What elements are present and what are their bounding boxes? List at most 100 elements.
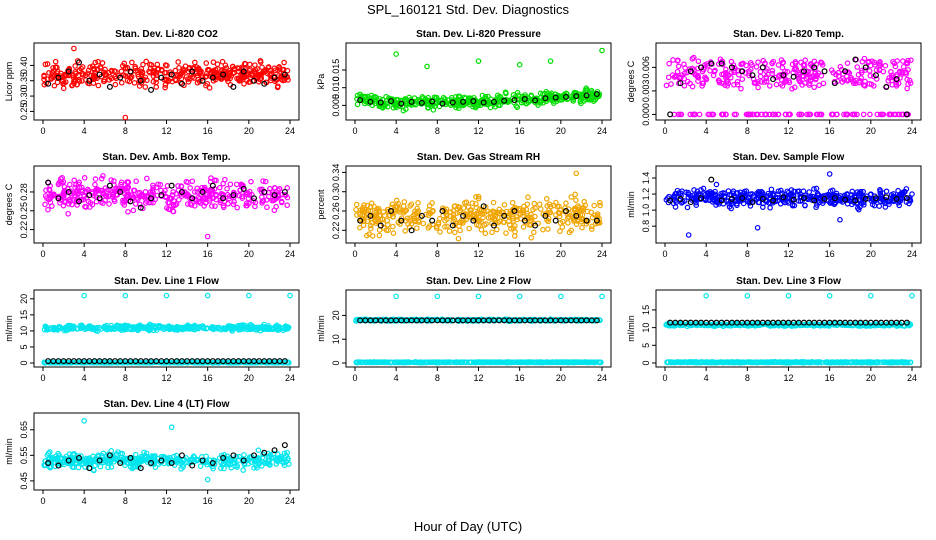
data-point — [175, 59, 181, 65]
data-point — [876, 203, 883, 209]
data-point — [831, 80, 838, 87]
data-point — [790, 73, 797, 80]
data-point — [272, 67, 279, 74]
y-tick-label: 0.22 — [19, 221, 29, 239]
data-point — [593, 317, 600, 324]
data-point — [158, 74, 165, 81]
data-point — [439, 208, 446, 215]
data-point — [480, 99, 487, 106]
data-point — [276, 186, 283, 192]
data-point — [482, 230, 489, 237]
data-point — [796, 70, 802, 76]
data-point — [501, 212, 508, 219]
data-point — [528, 214, 534, 221]
data-point — [217, 184, 223, 191]
data-point — [698, 64, 705, 71]
data-point — [450, 214, 457, 221]
data-point — [523, 206, 530, 213]
data-point — [591, 202, 598, 209]
data-point — [849, 188, 856, 195]
data-point — [699, 80, 706, 87]
data-point — [238, 326, 244, 333]
data-point — [854, 64, 861, 70]
data-point — [474, 210, 480, 217]
data-point — [224, 185, 230, 192]
x-tick-label: 12 — [783, 126, 793, 136]
data-point — [448, 98, 455, 105]
data-point — [734, 322, 741, 329]
data-point — [425, 105, 431, 111]
data-point — [376, 227, 383, 233]
data-point — [164, 62, 170, 69]
data-point — [42, 201, 48, 208]
data-point — [94, 186, 101, 192]
data-point — [473, 204, 480, 211]
data-point — [69, 82, 76, 88]
data-point — [694, 65, 701, 72]
data-point — [191, 323, 197, 330]
data-point — [800, 195, 807, 202]
data-point — [209, 203, 215, 209]
data-point — [219, 58, 226, 65]
data-point — [276, 64, 282, 71]
data-point — [51, 68, 57, 74]
y-tick-label: 15 — [19, 310, 29, 320]
data-point — [284, 194, 291, 201]
data-point — [577, 98, 584, 105]
x-tick-label: 24 — [285, 373, 295, 383]
data-point — [719, 61, 726, 68]
data-point — [897, 69, 903, 75]
data-point — [826, 292, 833, 299]
data-point — [723, 198, 730, 204]
data-point — [194, 185, 200, 192]
data-point — [89, 201, 96, 208]
data-point — [220, 192, 227, 199]
data-point — [562, 205, 568, 211]
data-point — [170, 325, 177, 332]
data-point — [842, 68, 849, 75]
data-point — [582, 359, 589, 365]
data-point — [285, 325, 291, 332]
data-point — [224, 76, 230, 82]
data-point — [136, 323, 143, 329]
data-point — [92, 59, 99, 66]
data-point — [364, 218, 371, 225]
data-point — [573, 212, 580, 219]
data-point — [780, 323, 787, 329]
data-point — [354, 212, 360, 218]
data-point — [687, 68, 694, 75]
data-point — [740, 192, 746, 199]
data-point — [582, 202, 589, 209]
data-point — [233, 181, 240, 188]
data-point — [252, 62, 258, 68]
data-point — [806, 189, 813, 195]
data-point — [597, 202, 603, 209]
data-point — [599, 47, 605, 54]
data-point — [246, 200, 252, 207]
data-point — [797, 78, 803, 85]
data-point — [710, 72, 717, 79]
data-point — [563, 200, 569, 206]
data-point — [511, 97, 518, 104]
data-point — [406, 359, 412, 365]
data-point — [490, 199, 497, 206]
data-point — [470, 217, 477, 224]
data-point — [211, 71, 217, 78]
data-point — [250, 77, 257, 84]
data-point — [768, 186, 775, 193]
data-point — [72, 194, 78, 200]
data-point — [872, 72, 879, 79]
data-point — [666, 60, 672, 67]
data-point — [266, 193, 272, 200]
data-point — [417, 214, 424, 221]
data-point — [573, 93, 580, 100]
data-point — [206, 66, 212, 73]
data-point — [393, 197, 400, 204]
data-point — [270, 325, 276, 332]
x-tick-label: 8 — [123, 373, 128, 383]
data-point — [767, 204, 773, 211]
data-point — [173, 201, 180, 207]
data-point — [251, 68, 258, 75]
